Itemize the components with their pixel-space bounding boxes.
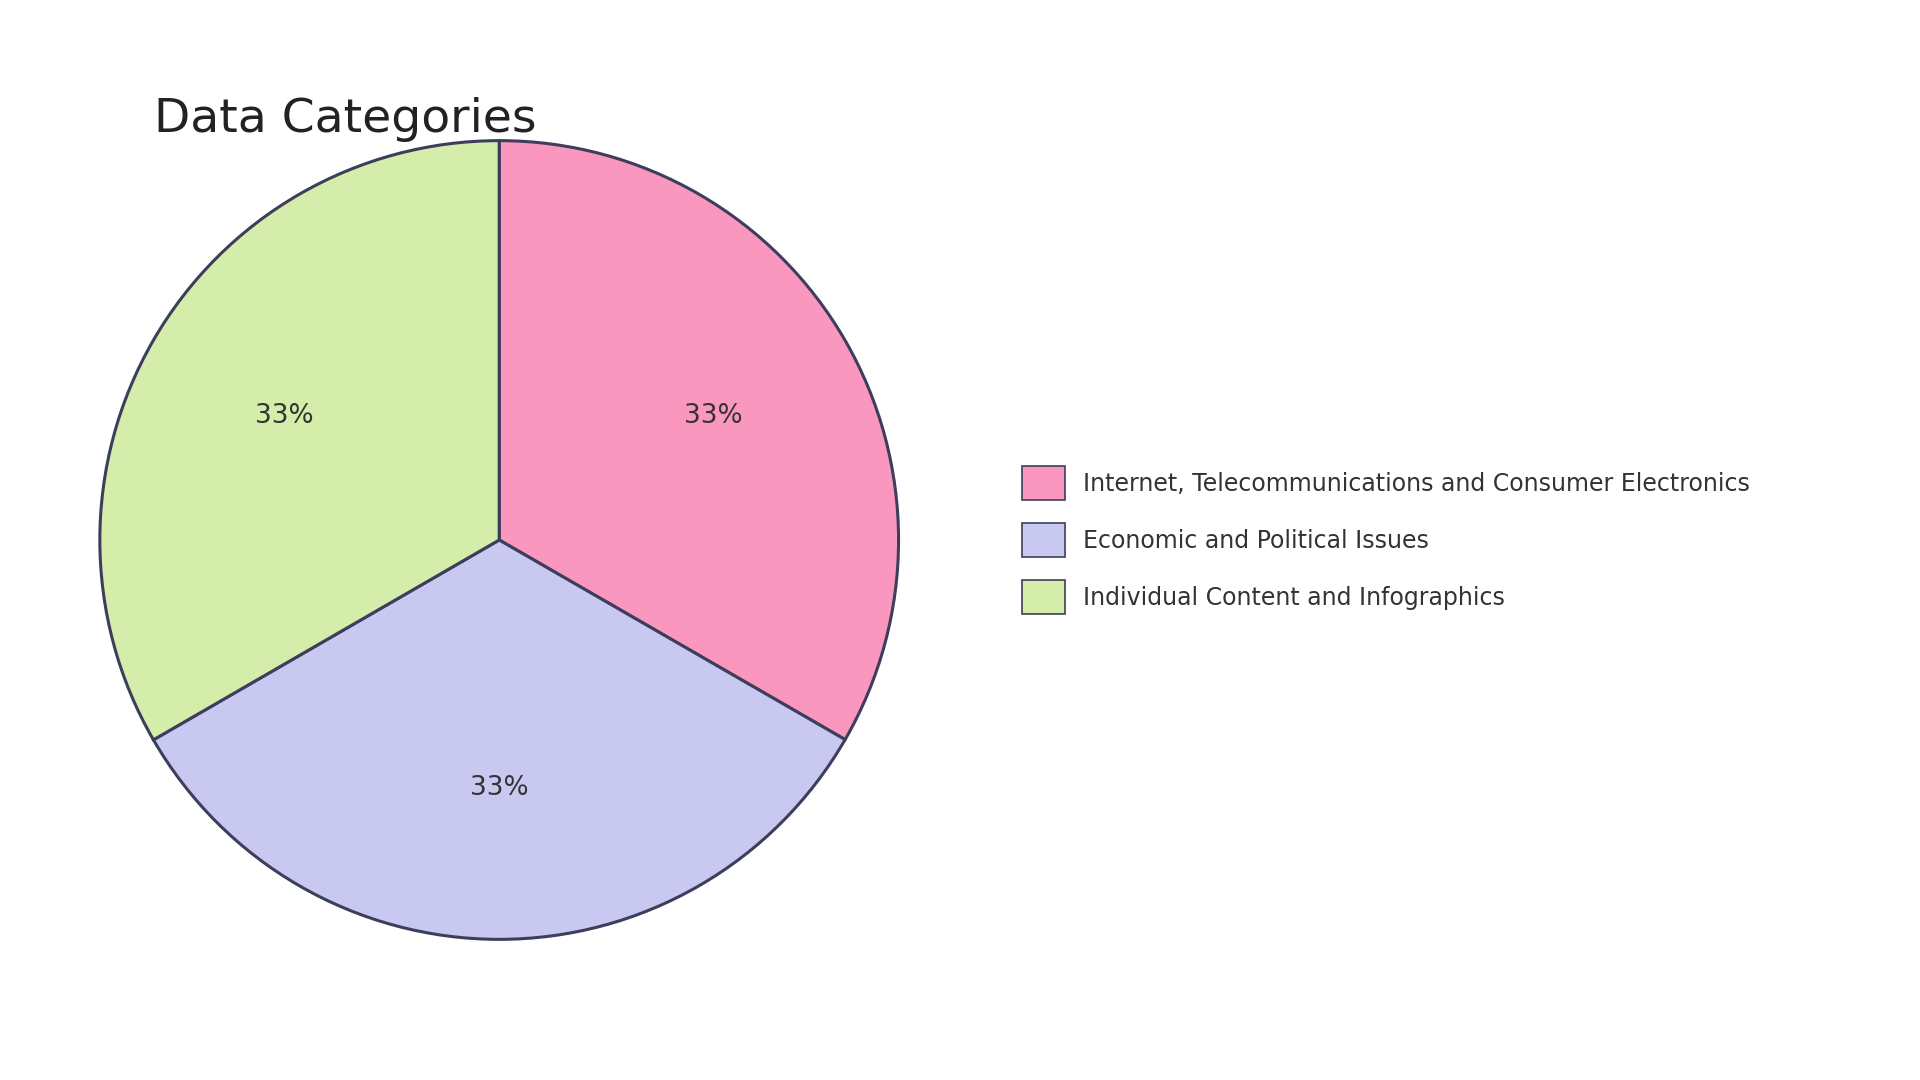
Wedge shape	[499, 140, 899, 740]
Wedge shape	[154, 540, 845, 940]
Text: 33%: 33%	[684, 403, 743, 429]
Text: 33%: 33%	[470, 774, 528, 800]
Wedge shape	[100, 140, 499, 740]
Legend: Internet, Telecommunications and Consumer Electronics, Economic and Political Is: Internet, Telecommunications and Consume…	[1010, 455, 1763, 625]
Text: Data Categories: Data Categories	[154, 97, 536, 143]
Text: 33%: 33%	[255, 403, 315, 429]
